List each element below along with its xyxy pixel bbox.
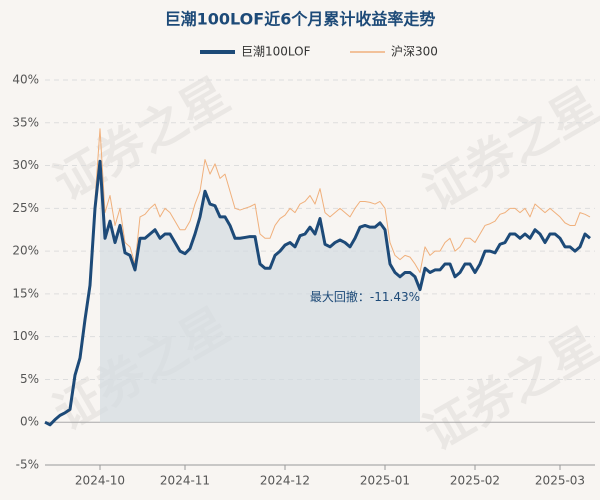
y-tick-label: 20% xyxy=(12,244,39,258)
y-tick-label: 30% xyxy=(12,158,39,172)
y-tick-label: 5% xyxy=(20,372,39,386)
series-line xyxy=(44,159,591,427)
y-tick-label: -5% xyxy=(16,458,39,472)
y-tick-label: 40% xyxy=(12,73,39,87)
drawdown-area xyxy=(100,161,420,423)
y-tick-label: 10% xyxy=(12,329,39,343)
y-tick-label: 35% xyxy=(12,115,39,129)
y-tick-label: 25% xyxy=(12,201,39,215)
legend-label: 沪深300 xyxy=(391,45,438,59)
x-tick-label: 2024-10 xyxy=(75,474,125,488)
chart-title: 巨潮100LOF近6个月累计收益率走势 xyxy=(165,10,436,29)
x-tick-label: 2025-02 xyxy=(450,474,500,488)
x-tick-label: 2024-11 xyxy=(160,474,210,488)
x-tick-label: 2025-03 xyxy=(535,474,585,488)
x-tick-label: 2024-12 xyxy=(260,474,310,488)
y-tick-label: 15% xyxy=(12,286,39,300)
legend-label: 巨潮100LOF xyxy=(241,44,311,59)
x-tick-label: 2025-01 xyxy=(360,474,410,488)
drawdown-label: 最大回撤：-11.43% xyxy=(310,289,420,304)
y-tick-label: 0% xyxy=(20,415,39,429)
